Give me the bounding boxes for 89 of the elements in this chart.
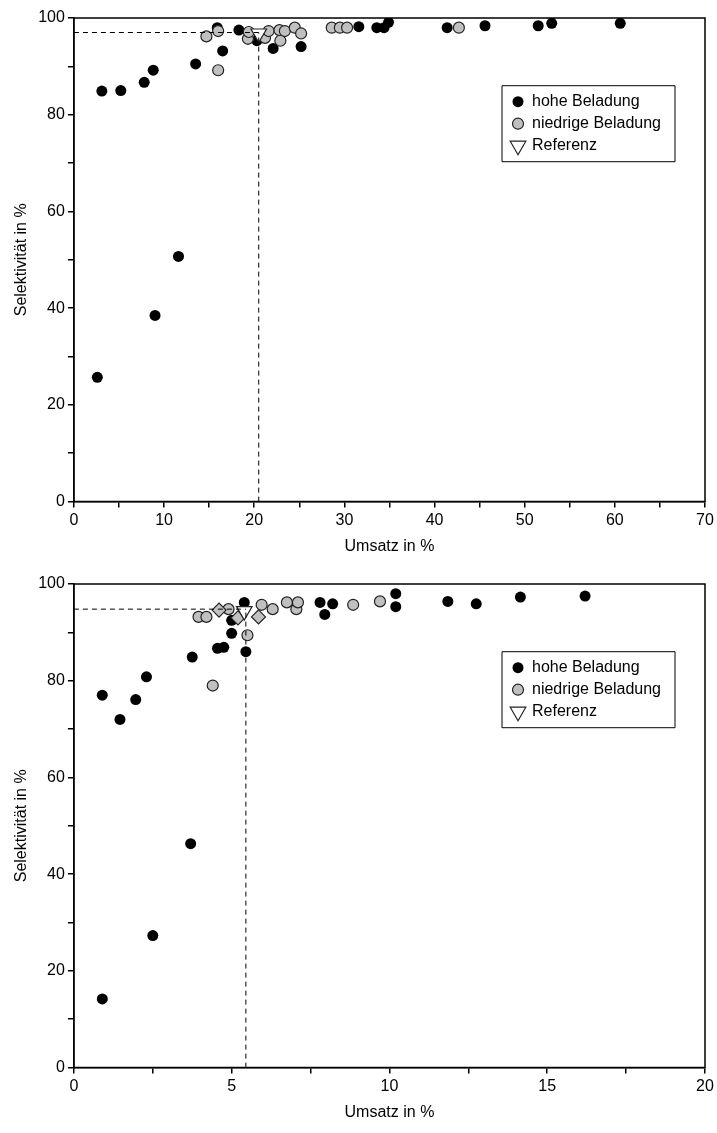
y-tick-label: 0 [55, 1058, 65, 1076]
point [294, 27, 308, 40]
point [212, 64, 225, 77]
point [319, 608, 331, 620]
point [266, 603, 279, 616]
point [186, 651, 198, 663]
point [383, 18, 395, 28]
point [218, 641, 230, 653]
point [373, 595, 387, 608]
point [280, 596, 293, 609]
x-tick-label: 60 [605, 510, 624, 528]
point [200, 30, 213, 43]
point [96, 689, 108, 701]
x-tick-label: 50 [515, 510, 534, 528]
point [91, 371, 103, 383]
x-tick-label: 0 [69, 1076, 79, 1094]
x-tick-label: 40 [425, 510, 444, 528]
point [442, 595, 454, 607]
legend-label: Referenz [532, 136, 597, 154]
point [96, 85, 108, 97]
point [514, 591, 526, 603]
point [291, 596, 305, 609]
legend-label: hohe Beladung [532, 92, 640, 110]
point [347, 598, 360, 611]
x-axis-title: Umsatz in % [344, 536, 435, 554]
point [546, 18, 558, 29]
point [314, 596, 326, 608]
y-tick-label: 0 [55, 492, 65, 510]
y-tick-label: 20 [47, 961, 65, 979]
y-tick-label: 80 [47, 105, 65, 123]
point [185, 838, 197, 850]
point [226, 627, 238, 639]
point [452, 21, 465, 34]
point [579, 590, 591, 602]
point [278, 24, 291, 38]
point [267, 42, 279, 54]
point [217, 45, 229, 57]
point [138, 76, 150, 88]
point [532, 20, 544, 32]
point [340, 21, 354, 34]
point [172, 250, 184, 262]
point [390, 601, 402, 613]
point [190, 58, 202, 70]
legend-label: hohe Beladung [532, 658, 640, 676]
x-tick-label: 15 [538, 1076, 557, 1094]
x-tick-label: 70 [696, 510, 714, 528]
x-tick-label: 5 [227, 1076, 237, 1094]
x-tick-label: 30 [335, 510, 354, 528]
point [206, 679, 219, 692]
legend-label: niedrige Beladung [532, 114, 662, 132]
point [274, 34, 287, 47]
y-axis-title: Selektivität in % [12, 769, 30, 883]
point [147, 930, 159, 942]
x-tick-label: 10 [380, 1076, 399, 1094]
point [114, 713, 126, 725]
y-tick-label: 60 [47, 767, 65, 785]
y-axis-title: Selektivität in % [12, 203, 30, 317]
x-tick-label: 20 [245, 510, 264, 528]
point [614, 18, 626, 29]
x-tick-label: 20 [696, 1076, 714, 1094]
point [212, 24, 225, 38]
point [255, 598, 268, 611]
point [479, 20, 491, 32]
x-axis-title: Umsatz in % [344, 1102, 435, 1120]
y-tick-label: 40 [47, 864, 65, 882]
legend-label: niedrige Beladung [532, 680, 662, 698]
point [250, 609, 267, 625]
point [200, 610, 213, 623]
point [96, 993, 108, 1005]
y-tick-label: 60 [47, 201, 65, 219]
x-tick-label: 10 [155, 510, 174, 528]
point [149, 309, 161, 321]
point [295, 41, 307, 53]
x-tick-label: 0 [69, 510, 79, 528]
y-tick-label: 20 [47, 395, 65, 413]
point [353, 21, 365, 33]
point [147, 64, 159, 76]
point [115, 85, 127, 97]
point [441, 22, 453, 34]
y-tick-label: 100 [38, 574, 65, 592]
point [390, 588, 402, 600]
point [130, 694, 142, 706]
y-tick-label: 100 [38, 8, 65, 26]
y-tick-label: 80 [47, 671, 65, 689]
legend-label: Referenz [532, 702, 597, 720]
point [140, 671, 152, 683]
y-tick-label: 40 [47, 298, 65, 316]
point [327, 598, 339, 610]
point [470, 598, 482, 610]
